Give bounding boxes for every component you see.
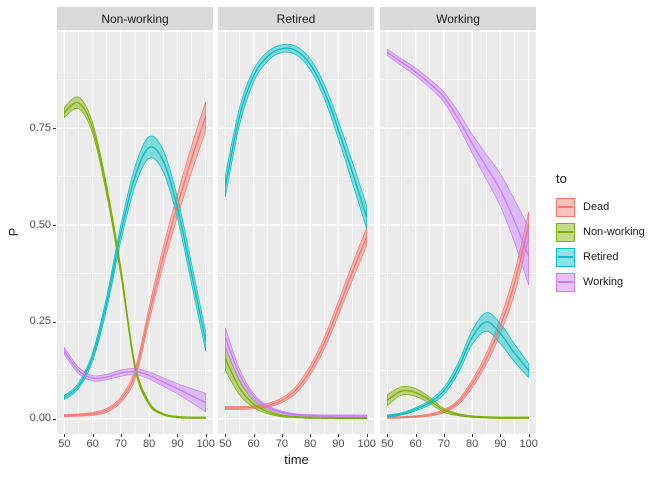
line-working xyxy=(224,337,367,417)
legend-entry-label: Retired xyxy=(583,251,619,263)
x-tick-label: 100 xyxy=(357,438,376,450)
legend-entry-label: Non-working xyxy=(583,226,645,238)
ribbon-working xyxy=(387,48,529,286)
legend-key-line xyxy=(558,206,573,208)
ribbon-non-working xyxy=(225,347,367,420)
x-tick-label: 90 xyxy=(494,438,507,450)
x-tick-mark xyxy=(310,434,312,437)
legend-entry-label: Dead xyxy=(583,201,610,213)
legend-entry-retired: Retired xyxy=(556,247,668,267)
x-tick-mark xyxy=(366,434,368,437)
facet-strip-label: Retired xyxy=(276,11,316,26)
panel-non-working xyxy=(57,30,213,434)
ribbon-retired xyxy=(225,43,367,230)
x-tick-label: 70 xyxy=(437,438,450,450)
x-tick-mark xyxy=(281,434,283,437)
line-retired xyxy=(387,321,530,417)
legend-entry-working: Working xyxy=(556,272,668,292)
ribbon-dead xyxy=(225,227,367,410)
facet-strip-label: Working xyxy=(436,11,480,26)
legend-key-retired-icon xyxy=(556,247,575,267)
facet-strip-label: Non-working xyxy=(101,11,169,26)
line-dead xyxy=(387,224,530,419)
x-tick-label: 100 xyxy=(196,438,215,450)
legend-key-line xyxy=(558,281,573,283)
legend-key-non-working-icon xyxy=(556,222,575,242)
x-tick-mark xyxy=(472,434,474,437)
y-axis-title: P xyxy=(6,227,21,237)
line-working xyxy=(386,51,530,257)
ribbon-dead xyxy=(64,101,206,418)
panel-working xyxy=(380,30,536,434)
x-tick-mark xyxy=(225,434,227,437)
legend-entry-label: Working xyxy=(583,276,624,288)
ribbon-retired xyxy=(387,312,529,418)
y-tick-label: 0.25 xyxy=(29,315,51,328)
ribbon-working xyxy=(64,346,206,413)
y-tick-mark xyxy=(53,418,56,420)
x-tick-mark xyxy=(120,434,122,437)
x-tick-mark xyxy=(205,434,207,437)
x-tick-label: 50 xyxy=(58,438,71,450)
x-tick-label: 70 xyxy=(114,438,127,450)
ribbon-working xyxy=(225,327,367,417)
x-tick-label: 80 xyxy=(304,438,317,450)
legend: to Dead Non-working Retired Working xyxy=(556,171,668,297)
legend-entry-non-working: Non-working xyxy=(556,222,668,242)
x-tick-mark xyxy=(253,434,255,437)
y-tick-label: 0.50 xyxy=(29,218,51,231)
x-axis-title: time xyxy=(284,452,309,467)
x-tick-label: 70 xyxy=(275,438,288,450)
facet-strip-retired: Retired xyxy=(218,7,374,30)
line-retired xyxy=(63,146,207,399)
x-tick-label: 50 xyxy=(381,438,394,450)
y-tick-mark xyxy=(53,128,56,130)
facet-strip-working: Working xyxy=(380,7,536,30)
x-tick-label: 60 xyxy=(86,438,99,450)
y-tick-label: 0.75 xyxy=(29,121,51,134)
legend-key-line xyxy=(558,231,573,233)
x-tick-mark xyxy=(500,434,502,437)
legend-title: to xyxy=(556,171,567,186)
ribbon-non-working xyxy=(387,385,529,419)
x-tick-mark xyxy=(92,434,94,437)
x-tick-label: 60 xyxy=(247,438,260,450)
x-tick-mark xyxy=(387,434,389,437)
line-dead xyxy=(225,236,368,409)
line-non-working xyxy=(224,358,367,419)
x-tick-mark xyxy=(64,434,66,437)
x-tick-label: 80 xyxy=(466,438,479,450)
x-tick-mark xyxy=(338,434,340,437)
line-non-working xyxy=(63,101,206,419)
x-tick-label: 100 xyxy=(519,438,538,450)
y-tick-label: 0.00 xyxy=(29,412,51,425)
x-tick-mark xyxy=(415,434,417,437)
y-tick-mark xyxy=(53,225,56,227)
x-tick-label: 60 xyxy=(409,438,422,450)
x-tick-mark xyxy=(149,434,151,437)
line-retired xyxy=(224,47,368,218)
line-dead xyxy=(64,116,207,417)
legend-key-working-icon xyxy=(556,272,575,292)
line-working xyxy=(63,350,206,404)
x-tick-mark xyxy=(177,434,179,437)
panel-retired xyxy=(218,30,374,434)
y-tick-mark xyxy=(53,321,56,323)
legend-key-dead-icon xyxy=(556,197,575,217)
x-tick-label: 80 xyxy=(143,438,156,450)
x-tick-label: 90 xyxy=(332,438,345,450)
x-tick-label: 90 xyxy=(171,438,184,450)
x-tick-mark xyxy=(528,434,530,437)
line-non-working xyxy=(386,389,529,419)
legend-entry-dead: Dead xyxy=(556,197,668,217)
legend-key-line xyxy=(558,256,573,258)
x-tick-label: 50 xyxy=(219,438,232,450)
facet-strip-non-working: Non-working xyxy=(57,7,213,30)
x-tick-mark xyxy=(443,434,445,437)
